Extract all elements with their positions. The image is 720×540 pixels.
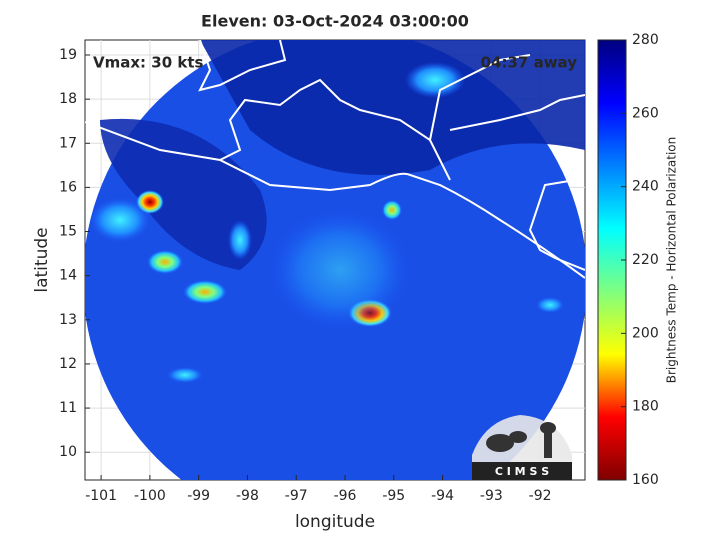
- x-tick-label: -92: [529, 488, 552, 504]
- chart-title: Eleven: 03-Oct-2024 03:00:00: [201, 12, 469, 31]
- annotation: 04:37 away: [481, 54, 578, 72]
- y-tick-label: 19: [59, 47, 77, 63]
- x-tick-label: -95: [382, 488, 405, 504]
- convective-cell: [183, 280, 227, 304]
- logo: C I M S S: [472, 415, 572, 480]
- colorbar-tick-label: 220: [632, 252, 659, 268]
- annotation: Vmax: 30 kts: [93, 54, 203, 72]
- convective-cell: [147, 250, 183, 274]
- y-tick-label: 17: [59, 135, 77, 151]
- colorbar-tick-label: 280: [632, 32, 659, 48]
- colorbar-tick-label: 160: [632, 472, 659, 488]
- y-tick-label: 11: [59, 400, 77, 416]
- x-tick-label: -98: [236, 488, 259, 504]
- convective-cell: [536, 297, 564, 313]
- cloud-band: [270, 210, 410, 330]
- x-tick-label: -99: [187, 488, 210, 504]
- colorbar-tick-label: 180: [632, 399, 659, 415]
- swath: [85, 40, 585, 480]
- cold-area: [200, 40, 585, 175]
- x-axis-label: longitude: [295, 512, 375, 532]
- x-tick-label: -93: [480, 488, 503, 504]
- y-tick-label: 13: [59, 312, 77, 328]
- logo-text: C I M S S: [495, 465, 549, 478]
- coastline: [85, 40, 585, 279]
- colorbar-tick-label: 260: [632, 105, 659, 121]
- x-tick-label: -101: [85, 488, 117, 504]
- colorbar-tick-label: 240: [632, 179, 659, 195]
- y-tick-label: 14: [59, 268, 77, 284]
- x-tick-label: -97: [285, 488, 308, 504]
- colorbar-label: Brightness Temp - Horizontal Polarizatio…: [665, 137, 679, 384]
- y-axis-label: latitude: [32, 227, 52, 292]
- convective-cell: [382, 200, 402, 220]
- axis-ticks: -101 -100 -99 -98 -97 -96 -95 -94 -93 -92 10 11 12 13…: [59, 47, 551, 504]
- x-tick-label: -94: [431, 488, 454, 504]
- y-tick-label: 16: [59, 179, 77, 195]
- y-tick-label: 10: [59, 444, 77, 460]
- y-tick-label: 18: [59, 91, 77, 107]
- convective-cell: [167, 367, 203, 383]
- y-tick-label: 12: [59, 356, 77, 372]
- x-tick-label: -96: [334, 488, 357, 504]
- convective-cell: [90, 198, 150, 242]
- y-tick-label: 15: [59, 224, 77, 240]
- convective-cell: [228, 220, 252, 260]
- x-tick-label: -100: [134, 488, 166, 504]
- convective-cell: [405, 62, 465, 98]
- colorbar-tick-label: 200: [632, 325, 659, 341]
